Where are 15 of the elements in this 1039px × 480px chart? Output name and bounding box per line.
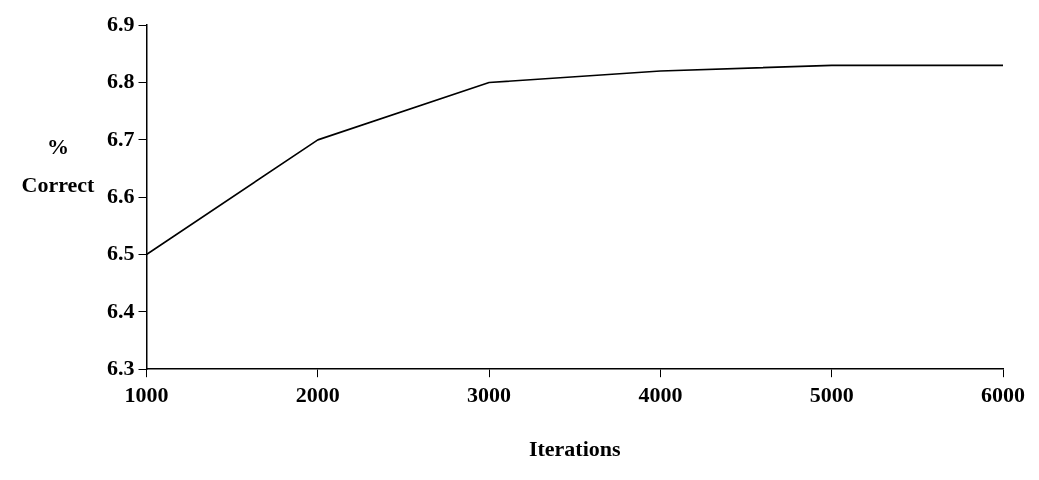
y-tick-label: 6.6 — [107, 182, 135, 208]
x-axis-title: Iterations — [528, 436, 622, 462]
y-tick-label: 6.3 — [107, 354, 135, 380]
x-tick-label: 5000 — [809, 382, 854, 408]
y-tick-label: 6.7 — [107, 125, 135, 151]
y-tick-label: 6.5 — [107, 240, 135, 266]
y-tick-label: 6.9 — [107, 10, 135, 36]
y-tick-label: 6.4 — [107, 297, 135, 323]
x-tick-label: 2000 — [295, 382, 340, 408]
x-tick-label: 1000 — [124, 382, 169, 408]
x-tick-label: 4000 — [638, 382, 683, 408]
y-tick-label: 6.8 — [107, 68, 135, 94]
x-tick-label: 3000 — [467, 382, 512, 408]
y-axis-title: % Correct — [20, 133, 96, 199]
x-tick-label: 6000 — [981, 382, 1025, 408]
